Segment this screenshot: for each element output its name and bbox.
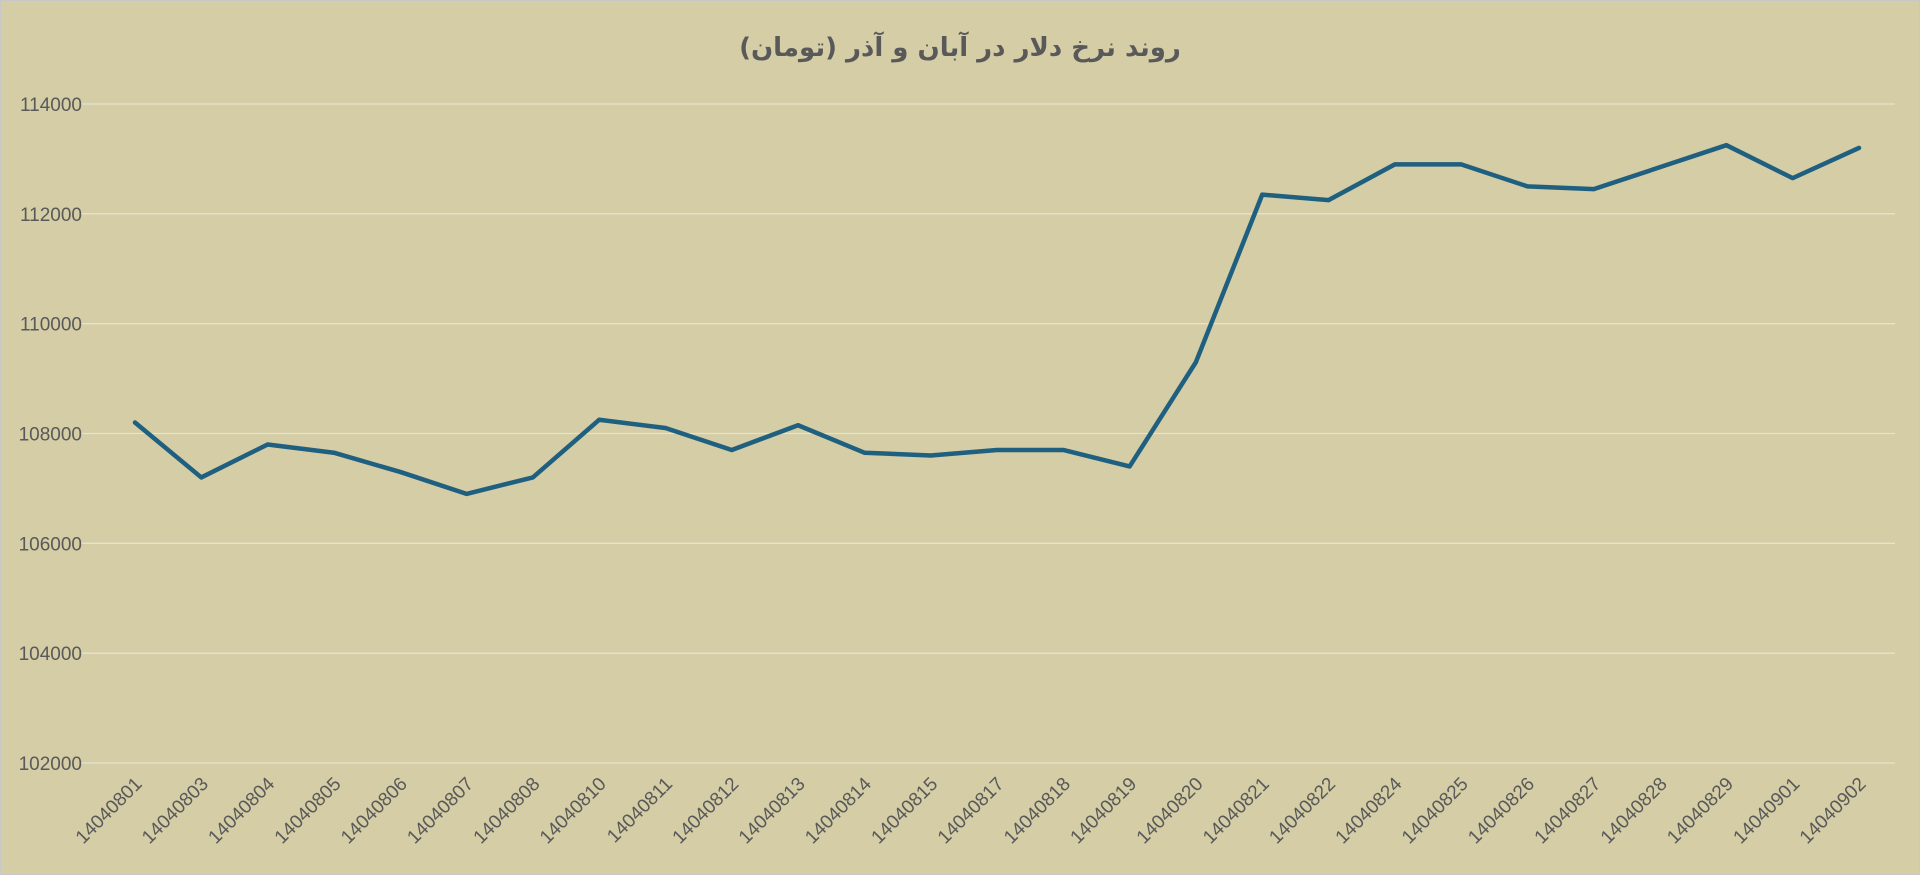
y-tick-label: 112000: [20, 205, 82, 226]
data-point: [1392, 162, 1397, 167]
chart-title: روند نرخ دلار در آبان و آذر (تومان): [739, 31, 1181, 63]
y-tick-label: 114000: [20, 95, 82, 116]
data-point: [331, 450, 336, 455]
data-point: [1724, 143, 1729, 148]
data-point: [995, 447, 999, 452]
y-tick-label: 102000: [19, 754, 82, 775]
y-tick-label: 108000: [19, 425, 82, 446]
data-point: [199, 475, 204, 480]
data-point: [663, 426, 668, 431]
data-point: [530, 475, 535, 480]
data-point: [928, 453, 933, 458]
data-point: [1193, 360, 1198, 365]
y-tick-label: 104000: [19, 644, 82, 665]
data-point: [862, 450, 867, 455]
data-point: [1857, 145, 1861, 150]
data-point: [464, 491, 469, 496]
gridlines: [80, 103, 1895, 764]
data-point: [796, 423, 801, 428]
data-point: [1326, 198, 1331, 203]
data-point: [133, 420, 137, 425]
data-point: [1459, 162, 1464, 167]
data-point: [729, 447, 734, 452]
data-point: [1127, 464, 1132, 469]
data-point: [1591, 187, 1596, 192]
data-point: [1790, 176, 1795, 181]
data-point: [265, 442, 270, 447]
data-point: [1061, 447, 1066, 452]
data-point: [1658, 165, 1663, 170]
y-tick-label: 106000: [19, 534, 82, 555]
data-point: [597, 417, 602, 422]
y-axis: 102000 104000 106000 108000 110000 112000 1140…: [19, 95, 82, 775]
data-point: [1525, 184, 1530, 189]
data-point: [398, 469, 403, 474]
y-tick-label: 110000: [20, 315, 82, 336]
data-point: [1260, 192, 1265, 197]
series: [132, 142, 1862, 497]
